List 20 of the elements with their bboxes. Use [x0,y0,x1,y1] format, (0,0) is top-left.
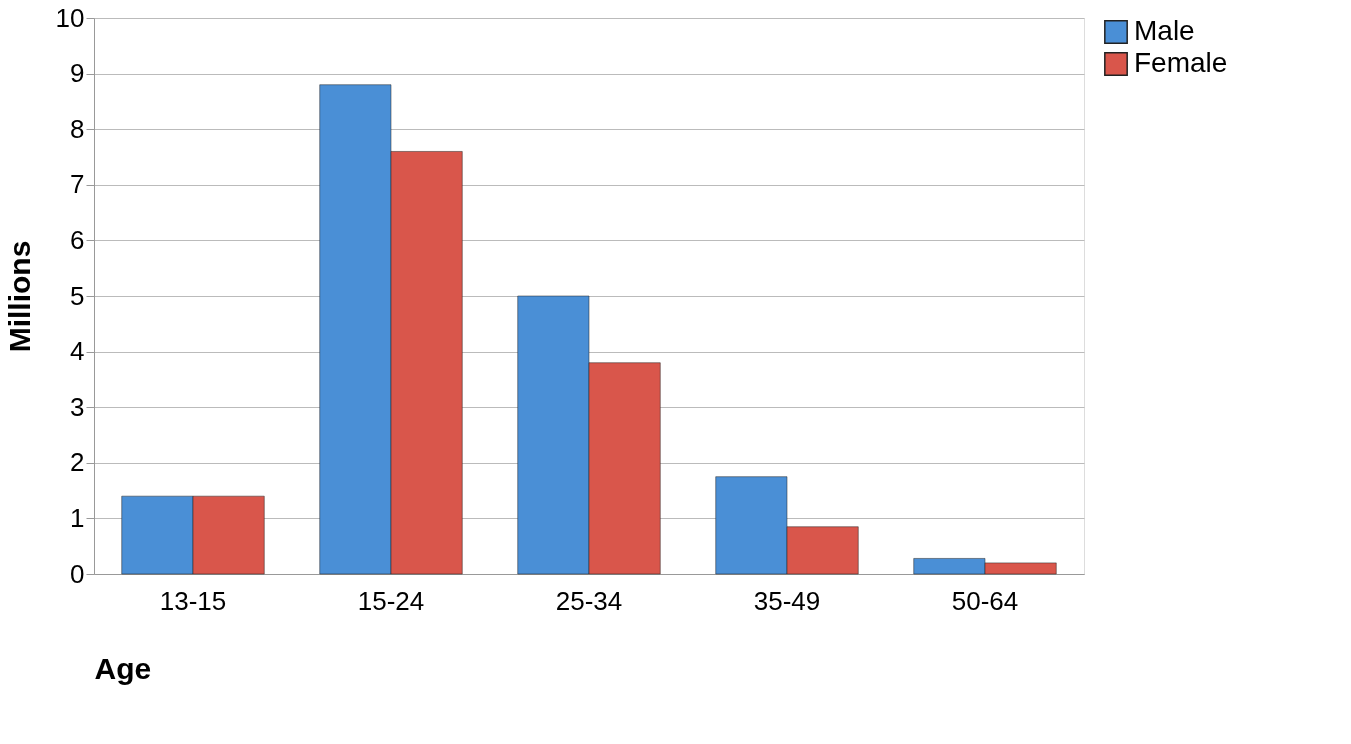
y-axis-title: Millions [2,240,36,353]
y-tick-label: 9 [70,58,85,89]
y-tick-label: 0 [70,558,85,589]
x-tick-label: 25-34 [555,585,623,616]
legend-label: Female [1134,47,1228,78]
y-tick-label: 1 [70,502,85,533]
legend-label: Male [1134,15,1195,46]
y-tick-label: 4 [70,336,85,367]
x-tick-label: 50-64 [951,585,1019,616]
y-tick-label: 7 [70,169,85,200]
x-tick-label: 15-24 [357,585,425,616]
x-tick-label: 35-49 [753,585,821,616]
x-axis-title: Age [94,651,152,685]
x-tick-label: 13-15 [159,585,227,616]
y-tick-label: 10 [55,2,85,33]
y-tick-label: 8 [70,113,85,144]
y-tick-label: 5 [70,280,85,311]
y-tick-label: 6 [70,224,85,255]
y-tick-label: 3 [70,391,85,422]
y-tick-label: 2 [70,447,85,478]
